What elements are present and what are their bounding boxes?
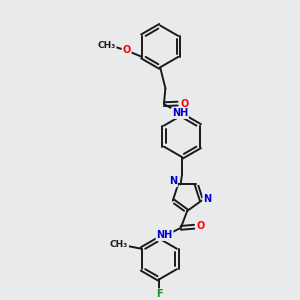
- Text: F: F: [156, 289, 163, 299]
- Text: O: O: [180, 99, 188, 109]
- Text: CH₃: CH₃: [110, 240, 128, 249]
- Text: N: N: [169, 176, 177, 186]
- Text: O: O: [122, 44, 131, 55]
- Text: N: N: [203, 194, 211, 204]
- Text: O: O: [196, 221, 205, 231]
- Text: NH: NH: [172, 108, 188, 118]
- Text: CH₃: CH₃: [98, 41, 116, 50]
- Text: NH: NH: [156, 230, 172, 240]
